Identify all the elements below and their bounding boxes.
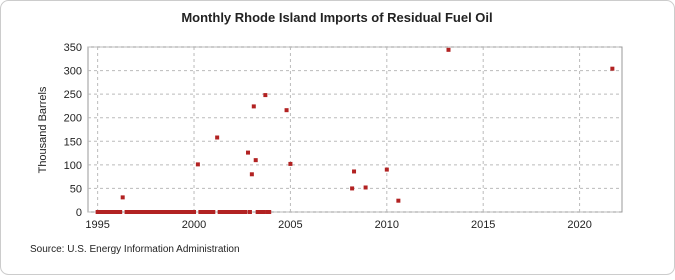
point: [253, 158, 258, 163]
point: [198, 210, 203, 214]
point: [166, 210, 171, 214]
point: [251, 104, 256, 109]
y-tick-label: 150: [64, 136, 82, 148]
point: [258, 210, 263, 214]
point: [204, 210, 209, 214]
point: [150, 210, 155, 214]
point: [211, 210, 216, 214]
point: [172, 210, 177, 214]
point: [243, 210, 248, 214]
point: [134, 210, 139, 214]
point: [140, 210, 145, 214]
point: [111, 210, 116, 214]
x-tick-label: 2020: [567, 219, 591, 231]
point: [284, 108, 289, 113]
point: [227, 210, 232, 214]
point: [188, 210, 193, 214]
point: [255, 210, 260, 214]
point: [114, 210, 119, 214]
point: [176, 210, 181, 214]
point: [350, 186, 355, 191]
x-tick-label: 2000: [182, 219, 206, 231]
point: [215, 135, 220, 140]
point: [153, 210, 158, 214]
point: [179, 210, 184, 214]
y-tick-label: 350: [64, 42, 82, 54]
point: [130, 210, 135, 214]
point: [143, 210, 148, 214]
point: [249, 172, 254, 177]
point: [182, 210, 187, 214]
point: [396, 198, 401, 203]
point: [233, 210, 238, 214]
point: [224, 210, 229, 214]
point: [384, 167, 389, 172]
x-tick-label: 2010: [375, 219, 399, 231]
point: [352, 169, 357, 174]
point: [118, 210, 123, 214]
point: [147, 210, 152, 214]
y-axis-label: Thousand Barrels: [37, 86, 49, 173]
point: [261, 210, 266, 214]
point: [201, 210, 206, 214]
point: [267, 210, 272, 214]
point: [98, 210, 103, 214]
x-tick-label: 2015: [471, 219, 495, 231]
point: [446, 47, 451, 52]
point: [124, 210, 129, 214]
y-tick-label: 50: [70, 183, 82, 195]
point: [208, 210, 213, 214]
point: [95, 210, 100, 214]
point: [163, 210, 168, 214]
point: [263, 93, 268, 98]
point: [156, 210, 161, 214]
point: [120, 195, 125, 200]
point: [105, 210, 110, 214]
y-tick-label: 300: [64, 66, 82, 78]
point: [230, 210, 235, 214]
point: [288, 161, 293, 166]
y-tick-label: 0: [76, 207, 82, 219]
y-tick-label: 200: [64, 113, 82, 125]
point: [108, 210, 113, 214]
point: [185, 210, 190, 214]
y-tick-label: 100: [64, 160, 82, 172]
y-tick-label: 250: [64, 89, 82, 101]
point: [240, 210, 245, 214]
point: [192, 210, 197, 214]
chart-title: Monthly Rhode Island Imports of Residual…: [181, 10, 492, 25]
plot-area: [87, 46, 623, 213]
point: [247, 210, 252, 214]
point: [159, 210, 164, 214]
source: Source: U.S. Energy Information Administ…: [30, 244, 240, 255]
point: [102, 210, 107, 214]
x-tick-label: 1995: [85, 219, 109, 231]
point: [195, 162, 200, 167]
point: [246, 150, 251, 155]
point: [236, 210, 241, 214]
point: [137, 210, 142, 214]
point: [363, 185, 368, 190]
point: [217, 210, 222, 214]
point: [220, 210, 225, 214]
point: [127, 210, 132, 214]
x-tick-label: 2005: [278, 219, 302, 231]
point: [610, 66, 615, 71]
point: [169, 210, 174, 214]
